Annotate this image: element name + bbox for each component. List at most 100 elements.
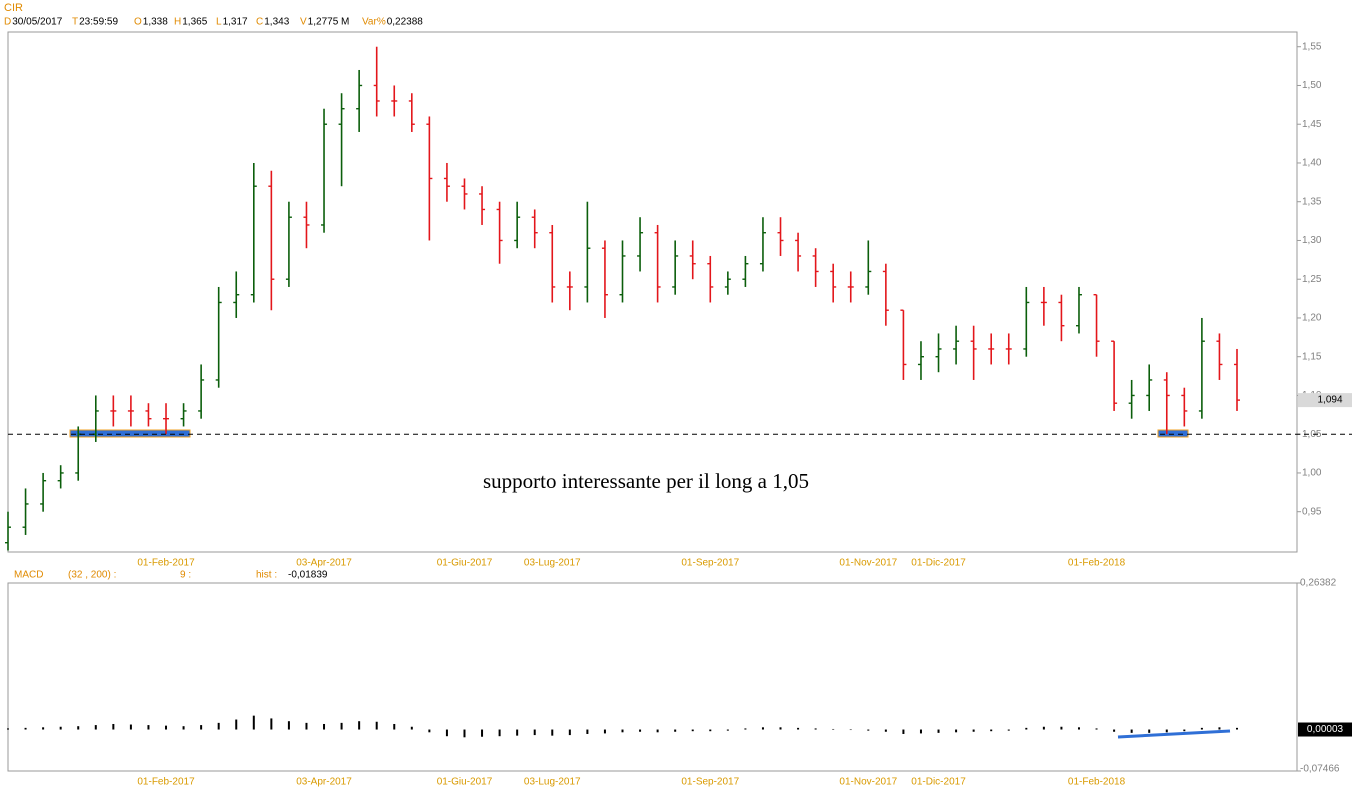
hist-bar — [1025, 727, 1028, 730]
hist-bar — [1130, 729, 1133, 733]
hist-bar — [744, 728, 747, 730]
hist-bar — [94, 725, 97, 730]
y-tick-label: 1,35 — [1302, 196, 1322, 207]
header-key: D — [4, 17, 11, 28]
hist-bar — [445, 729, 448, 737]
hist-bar — [603, 729, 606, 734]
header-value: 1,317 — [223, 17, 248, 28]
hist-bar — [305, 722, 308, 730]
hist-bar — [481, 729, 484, 737]
hist-bar — [990, 729, 993, 732]
macd-legend: (32 , 200) : — [68, 570, 116, 581]
symbol: CIR — [4, 2, 23, 14]
header-value: 1,2775 M — [308, 17, 350, 28]
hist-bar — [533, 729, 536, 736]
x-tick-label: 01-Giu-2017 — [437, 558, 493, 569]
hist-bar — [147, 725, 150, 730]
hist-bar — [287, 721, 290, 730]
macd-pane — [7, 582, 1298, 772]
hist-bar — [1218, 727, 1221, 730]
hist-bar — [726, 729, 729, 731]
hist-bar — [586, 729, 589, 734]
x-tick-label: 01-Nov-2017 — [839, 777, 897, 788]
header-value: 23:59:59 — [79, 17, 118, 28]
macd-legend: hist : — [256, 570, 277, 581]
y-tick-label: 1,25 — [1302, 274, 1322, 285]
hist-bar — [59, 726, 62, 730]
header-value: 30/05/2017 — [12, 17, 62, 28]
hist-bar — [902, 729, 905, 734]
hist-bar — [955, 729, 958, 733]
header-key: O — [134, 17, 142, 28]
y-tick-label: 1,30 — [1302, 235, 1322, 246]
x-tick-label: 01-Sep-2017 — [681, 777, 739, 788]
header-key: Var% — [362, 17, 386, 28]
last-macd-box — [1298, 722, 1352, 737]
y-tick-label: 1,55 — [1302, 41, 1322, 52]
support-zone — [69, 429, 191, 438]
x-tick-label: 03-Lug-2017 — [524, 777, 581, 788]
header-key: V — [300, 17, 307, 28]
hist-bar — [849, 729, 852, 731]
hist-bar — [1042, 726, 1045, 730]
hist-bar — [814, 728, 817, 730]
hist-bar — [1148, 729, 1151, 733]
annotation: supporto interessante per il long a 1,05 — [483, 469, 809, 493]
hist-bar — [1113, 729, 1116, 732]
hist-bar — [779, 727, 782, 730]
hist-bar — [1200, 727, 1203, 730]
header-value: 1,343 — [264, 17, 289, 28]
hist-bar — [463, 729, 466, 738]
hist-bar — [639, 729, 642, 732]
hist-bar — [165, 725, 168, 730]
hist-bar — [340, 722, 343, 730]
price-layer: 0,951,001,051,101,151,201,251,301,351,40… — [5, 41, 1352, 569]
hist-bar — [884, 729, 887, 732]
hist-bar — [129, 724, 132, 730]
x-tick-label: 01-Feb-2017 — [137, 777, 195, 788]
header: CIR D 30/05/2017 T 23:59:59 O 1,338 H 1,365 L 1,31… — [4, 2, 423, 28]
hist-bar — [1077, 727, 1080, 730]
hist-bar — [832, 728, 835, 730]
last-macd-label: 0,00003 — [1307, 724, 1344, 735]
hist-bar — [498, 729, 501, 737]
hist-bar — [112, 723, 115, 730]
hist-bar — [428, 729, 431, 733]
hist-bar — [937, 729, 940, 733]
y-tick-label: 1,20 — [1302, 313, 1322, 324]
x-tick-label: 01-Feb-2017 — [137, 558, 195, 569]
header-key: L — [216, 17, 222, 28]
hist-bar — [761, 727, 764, 730]
header-key: H — [174, 17, 181, 28]
hist-bar — [1236, 727, 1238, 730]
y-tick-label: 1,05 — [1302, 429, 1322, 440]
x-tick-label: 01-Dic-2017 — [911, 558, 966, 569]
hist-bar — [1060, 726, 1063, 730]
hist-bar — [1183, 729, 1186, 732]
x-tick-label: 03-Apr-2017 — [296, 777, 352, 788]
y-tick-label: -0,07466 — [1300, 764, 1340, 775]
hist-bar — [235, 719, 238, 730]
hist-bar — [674, 729, 677, 732]
hist-bar — [358, 721, 361, 730]
hist-bar — [393, 723, 396, 730]
last-price-label: 1,094 — [1317, 395, 1342, 406]
hist-bar — [375, 721, 378, 730]
hist-bar — [1095, 728, 1098, 730]
hist-bar — [270, 718, 273, 730]
macd-legend: 9 : — [180, 570, 191, 581]
hist-bar — [656, 729, 659, 733]
y-tick-label: 1,15 — [1302, 351, 1322, 362]
x-tick-label: 03-Lug-2017 — [524, 558, 581, 569]
header-value: 1,365 — [182, 17, 207, 28]
support-zone — [1157, 429, 1189, 438]
price-pane — [7, 31, 1298, 553]
x-tick-label: 01-Sep-2017 — [681, 558, 739, 569]
header-key: C — [256, 17, 263, 28]
hist-bar — [691, 729, 694, 732]
hist-bar — [1007, 729, 1010, 731]
hist-bar — [568, 729, 571, 736]
hist-bar — [24, 727, 27, 730]
last-price-box — [1298, 393, 1352, 408]
